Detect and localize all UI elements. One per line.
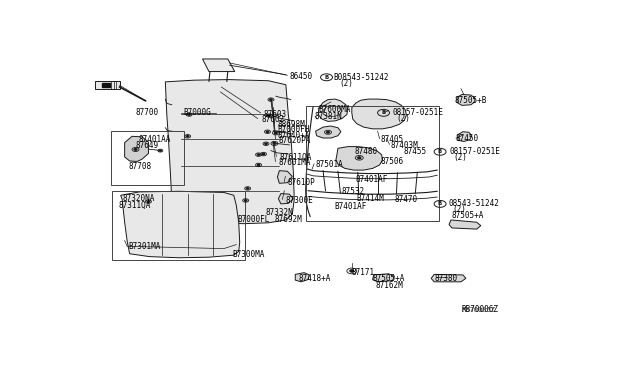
Text: 87311QA: 87311QA [118,201,151,209]
Polygon shape [125,136,148,161]
Text: 87401AF: 87401AF [356,175,388,185]
Text: 87450: 87450 [456,134,479,143]
Text: 87602: 87602 [261,115,284,124]
Circle shape [358,157,361,158]
Text: B7414M: B7414M [356,194,385,203]
Text: 88698M: 88698M [277,121,305,129]
Circle shape [275,132,277,134]
Polygon shape [458,132,472,141]
Text: B7505+A: B7505+A [372,275,405,283]
Circle shape [134,149,137,150]
Text: 08543-51242: 08543-51242 [448,199,499,208]
Text: 87611QA: 87611QA [280,153,312,162]
Text: RB70006Z: RB70006Z [462,307,496,313]
Polygon shape [95,81,120,89]
Polygon shape [352,99,406,129]
Text: 87470: 87470 [394,195,417,204]
Text: 87501A: 87501A [315,160,343,169]
Text: 86450: 86450 [289,72,312,81]
Text: 87649: 87649 [136,141,159,150]
Polygon shape [372,274,394,282]
Text: B: B [438,149,442,154]
Polygon shape [121,191,240,258]
Text: B7000FH: B7000FH [277,125,310,135]
Text: 87610P: 87610P [287,178,315,187]
Text: 08157-0251E: 08157-0251E [449,147,500,156]
Polygon shape [295,273,309,282]
Polygon shape [102,83,110,87]
Circle shape [268,115,271,116]
Text: 87403M: 87403M [390,141,419,150]
Circle shape [270,99,272,100]
Circle shape [147,201,150,202]
Circle shape [262,153,265,155]
Text: 87171: 87171 [352,268,375,277]
Text: B08543-51242: B08543-51242 [333,73,388,82]
Text: 87601MA: 87601MA [278,158,311,167]
Text: 87692M: 87692M [275,215,302,224]
Bar [111,131,184,185]
Circle shape [244,200,247,201]
Text: B7000G: B7000G [183,108,211,117]
Text: 87381N: 87381N [314,112,342,121]
Polygon shape [165,80,294,224]
Text: RB70006Z: RB70006Z [462,305,499,314]
Text: 87505+A: 87505+A [451,211,483,221]
Circle shape [257,154,260,155]
Circle shape [188,114,190,115]
Circle shape [350,270,354,272]
Text: 08157-0251E: 08157-0251E [392,108,444,117]
Text: 87532: 87532 [342,187,365,196]
Bar [306,106,439,221]
Text: 87418+A: 87418+A [298,275,331,283]
Text: 87708: 87708 [129,162,152,171]
Text: 87380: 87380 [434,275,457,283]
Circle shape [326,132,330,133]
Text: 87332N: 87332N [265,208,292,217]
Text: B: B [324,75,328,80]
Text: B7401AF: B7401AF [334,202,366,211]
Polygon shape [449,220,481,229]
Circle shape [266,131,269,132]
Bar [112,191,245,260]
Polygon shape [202,59,235,71]
Text: 87505+B: 87505+B [455,96,487,105]
Text: B: B [381,110,386,115]
Polygon shape [336,147,383,170]
Circle shape [265,143,267,144]
Polygon shape [278,193,293,204]
Text: 87401AA: 87401AA [138,135,171,144]
Text: (2): (2) [339,79,353,88]
Text: (2): (2) [453,153,467,162]
Polygon shape [277,171,292,183]
Circle shape [159,150,161,151]
Text: 87620PA: 87620PA [278,136,311,145]
Circle shape [257,164,260,166]
Text: 87700: 87700 [136,108,159,117]
Text: 87603: 87603 [264,110,287,119]
Text: 87455: 87455 [403,147,426,156]
Text: (2): (2) [396,114,410,123]
Polygon shape [457,94,475,105]
Text: 87480: 87480 [355,147,378,156]
Text: B: B [438,201,442,206]
Polygon shape [318,99,348,121]
Circle shape [246,188,249,189]
Text: B7300MA: B7300MA [233,250,265,259]
Text: 87320NA: 87320NA [123,194,155,203]
Text: 87300E: 87300E [286,196,314,205]
Text: 87506: 87506 [381,157,404,166]
Text: 87405: 87405 [381,135,404,144]
Text: 87162M: 87162M [376,281,403,290]
Circle shape [186,136,189,137]
Text: B7600MA: B7600MA [318,105,351,115]
Polygon shape [431,275,466,282]
Polygon shape [316,126,341,138]
Text: (2): (2) [452,205,466,214]
Circle shape [273,143,276,144]
Text: B7301MA: B7301MA [129,242,161,251]
Text: 87640+A: 87640+A [277,131,310,140]
Text: B7000FL: B7000FL [237,215,270,224]
